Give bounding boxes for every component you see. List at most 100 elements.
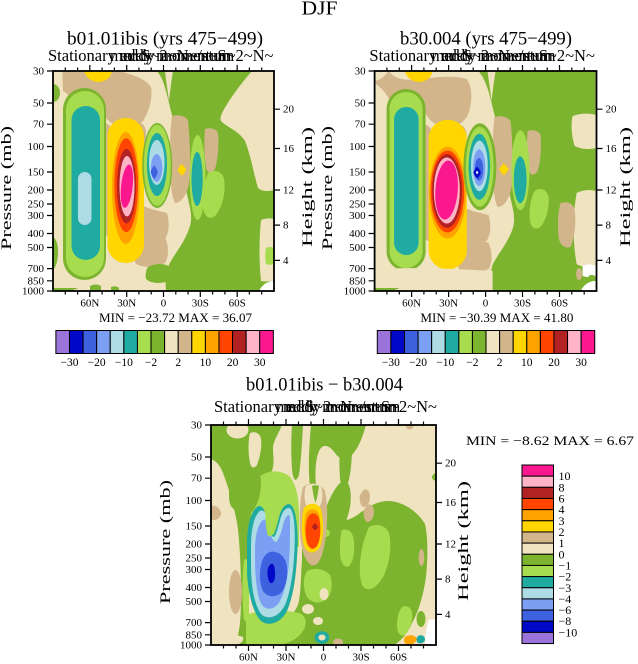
svg-text:1: 1	[559, 536, 565, 550]
svg-text:1000: 1000	[22, 286, 45, 298]
svg-text:20: 20	[283, 104, 295, 116]
svg-text:60N: 60N	[402, 298, 421, 310]
svg-text:1000: 1000	[344, 286, 367, 298]
svg-text:8: 8	[445, 574, 451, 586]
svg-text:Stationary eddy momentum: Stationary eddy momentum	[48, 46, 231, 65]
svg-text:−8: −8	[559, 614, 572, 628]
svg-text:0: 0	[559, 547, 565, 561]
svg-text:0: 0	[483, 298, 489, 310]
svg-text:DJF: DJF	[302, 0, 338, 20]
svg-text:4: 4	[606, 255, 612, 267]
svg-text:150: 150	[186, 520, 203, 532]
svg-text:60S: 60S	[551, 298, 568, 310]
svg-text:−2: −2	[145, 357, 157, 369]
svg-text:200: 200	[186, 539, 203, 551]
svg-text:20: 20	[227, 357, 239, 369]
svg-text:4: 4	[559, 503, 565, 517]
svg-text:10: 10	[559, 469, 571, 483]
svg-text:500: 500	[349, 242, 366, 254]
svg-text:−10: −10	[436, 357, 454, 369]
svg-text:−10: −10	[115, 357, 133, 369]
svg-text:MIN = −30.39 MAX = 41.80: MIN = −30.39 MAX = 41.80	[420, 310, 573, 325]
svg-text:60S: 60S	[229, 298, 246, 310]
svg-text:2: 2	[175, 357, 181, 369]
svg-text:150: 150	[28, 166, 45, 178]
svg-text:Pressure (mb): Pressure (mb)	[158, 480, 174, 604]
svg-text:60N: 60N	[239, 652, 258, 664]
svg-text:−2: −2	[559, 570, 572, 584]
svg-text:30: 30	[33, 66, 45, 78]
svg-text:MIN = −8.62 MAX = 6.67: MIN = −8.62 MAX = 6.67	[466, 433, 635, 448]
svg-text:Height (km): Height (km)	[618, 127, 634, 247]
svg-text:12: 12	[606, 185, 617, 197]
svg-text:−20: −20	[88, 357, 106, 369]
svg-text:60N: 60N	[80, 298, 99, 310]
svg-text:0: 0	[161, 298, 167, 310]
svg-text:850: 850	[28, 275, 45, 287]
svg-text:30S: 30S	[514, 298, 531, 310]
svg-text:Pressure (mb): Pressure (mb)	[320, 126, 336, 250]
svg-text:30S: 30S	[192, 298, 209, 310]
svg-text:250: 250	[28, 199, 45, 211]
svg-text:850: 850	[186, 629, 203, 641]
svg-text:Pressure (mb): Pressure (mb)	[0, 126, 15, 250]
svg-text:150: 150	[349, 166, 366, 178]
svg-text:700: 700	[186, 617, 203, 629]
svg-text:20: 20	[445, 458, 457, 470]
svg-text:100: 100	[186, 495, 203, 507]
svg-text:0: 0	[321, 652, 327, 664]
svg-text:500: 500	[186, 596, 203, 608]
svg-text:16: 16	[606, 143, 618, 155]
svg-text:−2: −2	[466, 357, 478, 369]
svg-text:4: 4	[445, 609, 451, 621]
svg-text:−10: −10	[559, 625, 578, 639]
svg-text:Stationary eddy momentum: Stationary eddy momentum	[369, 46, 552, 65]
svg-text:meddy momentum: meddy momentum	[431, 46, 555, 65]
svg-text:50: 50	[355, 98, 367, 110]
svg-text:500: 500	[28, 242, 45, 254]
svg-text:12: 12	[283, 185, 294, 197]
svg-text:−3: −3	[559, 581, 572, 595]
svg-text:20: 20	[606, 104, 618, 116]
svg-text:30N: 30N	[439, 298, 458, 310]
svg-text:700: 700	[349, 263, 366, 275]
svg-text:m~S~2~N~/s~S~2~N~: m~S~2~N~/s~S~2~N~	[441, 46, 595, 65]
svg-text:−1: −1	[559, 558, 572, 572]
svg-text:4: 4	[283, 255, 289, 267]
svg-text:70: 70	[355, 119, 367, 131]
svg-text:12: 12	[445, 539, 456, 551]
svg-text:1000: 1000	[180, 640, 203, 652]
svg-text:60S: 60S	[390, 652, 407, 664]
svg-text:−6: −6	[559, 603, 572, 617]
svg-text:30: 30	[254, 357, 266, 369]
svg-text:meddy momentum: meddy momentum	[110, 46, 234, 65]
svg-text:30N: 30N	[277, 652, 296, 664]
svg-text:850: 850	[349, 275, 366, 287]
svg-text:Height (km): Height (km)	[300, 127, 316, 247]
svg-text:30S: 30S	[352, 652, 369, 664]
svg-text:8: 8	[606, 220, 612, 232]
svg-text:−30: −30	[382, 357, 400, 369]
svg-text:400: 400	[186, 582, 203, 594]
svg-text:50: 50	[191, 452, 203, 464]
svg-text:200: 200	[28, 185, 45, 197]
svg-text:2: 2	[497, 357, 503, 369]
svg-text:m~S~2~N~/s~S~2~N~: m~S~2~N~/s~S~2~N~	[283, 397, 437, 416]
svg-text:8: 8	[559, 480, 565, 494]
svg-text:10: 10	[200, 357, 212, 369]
svg-text:400: 400	[28, 228, 45, 240]
svg-text:400: 400	[349, 228, 366, 240]
svg-text:70: 70	[191, 473, 203, 485]
svg-text:100: 100	[349, 141, 366, 153]
svg-text:m~S~2~N~/s~S~2~N~: m~S~2~N~/s~S~2~N~	[120, 46, 274, 65]
svg-text:700: 700	[28, 263, 45, 275]
svg-text:50: 50	[33, 98, 45, 110]
svg-text:30: 30	[355, 66, 367, 78]
svg-text:250: 250	[349, 199, 366, 211]
svg-text:Height (km): Height (km)	[456, 481, 472, 601]
svg-text:meddy momentum: meddy momentum	[276, 397, 400, 416]
svg-text:−30: −30	[60, 357, 78, 369]
svg-text:16: 16	[445, 497, 457, 509]
svg-text:3: 3	[559, 514, 565, 528]
svg-text:16: 16	[283, 143, 295, 155]
